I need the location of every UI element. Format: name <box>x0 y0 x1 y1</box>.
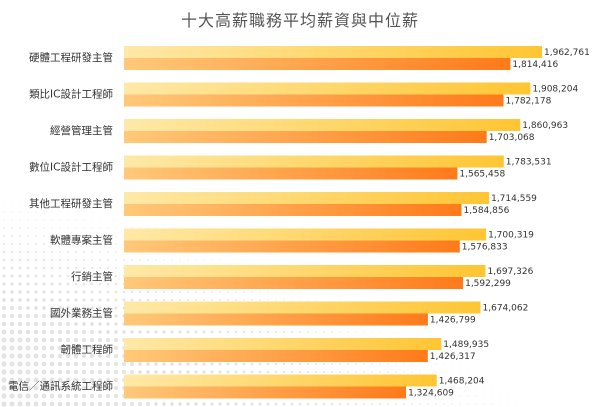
category-label: 經營管理主管 <box>50 124 113 137</box>
bar-median <box>124 58 511 70</box>
data-label: 1,962,761 <box>544 48 590 58</box>
bar-median <box>124 313 428 326</box>
bar-average <box>124 228 487 241</box>
data-label: 1,782,178 <box>506 97 552 107</box>
data-label: 1,783,531 <box>506 158 552 168</box>
data-label: 1,700,319 <box>488 231 534 241</box>
bar-median <box>124 94 504 107</box>
data-label: 1,674,062 <box>483 304 529 314</box>
category-label: 軟體專案主管 <box>50 234 113 247</box>
chart-title: 十大高薪職務平均薪資與中位薪 <box>180 11 419 30</box>
data-label: 1,468,204 <box>439 377 485 387</box>
bar-median <box>124 131 487 143</box>
data-label: 1,714,559 <box>491 194 537 204</box>
bar-average <box>124 192 490 204</box>
bar-average <box>124 46 542 58</box>
category-label: 數位IC設計工程師 <box>29 161 113 174</box>
bar-average <box>124 338 442 350</box>
bar-average <box>124 265 486 277</box>
data-label: 1,426,317 <box>430 352 476 362</box>
bar-average <box>124 155 504 168</box>
data-label: 1,697,326 <box>488 267 534 277</box>
category-label: 電信／通訊系統工程師 <box>8 380 113 393</box>
bar-average <box>124 82 531 95</box>
data-label: 1,565,458 <box>459 170 505 180</box>
data-label: 1,860,963 <box>522 121 568 131</box>
data-label: 1,489,935 <box>443 340 489 350</box>
bar-median <box>124 277 464 289</box>
category-label: 類比IC設計工程師 <box>29 88 113 101</box>
category-label: 國外業務主管 <box>50 307 113 320</box>
data-label: 1,908,204 <box>532 85 578 95</box>
bar-median <box>124 204 462 216</box>
data-label: 1,592,299 <box>465 279 511 289</box>
bar-median <box>124 167 458 180</box>
bar-median <box>124 350 428 362</box>
category-label: 硬體工程研發主管 <box>29 51 113 64</box>
bar-average <box>124 374 437 387</box>
category-label: 其他工程研發主管 <box>29 197 113 210</box>
data-label: 1,426,799 <box>430 316 476 326</box>
data-label: 1,584,856 <box>464 206 510 216</box>
data-label: 1,703,068 <box>489 133 535 143</box>
category-label: 韌體工程師 <box>61 343 114 356</box>
data-label: 1,814,416 <box>512 60 558 70</box>
category-label: 行銷主管 <box>71 270 113 283</box>
data-label: 1,324,609 <box>408 389 454 399</box>
bar-median <box>124 386 407 399</box>
bar-median <box>124 240 460 253</box>
bar-average <box>124 301 481 314</box>
data-label: 1,576,833 <box>462 243 508 253</box>
bar-average <box>124 119 521 131</box>
